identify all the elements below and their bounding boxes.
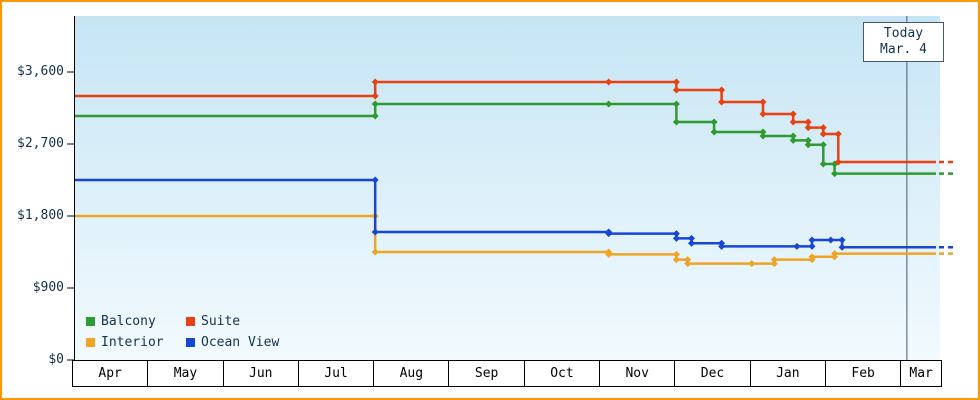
data-point-marker [808,256,816,264]
month-label-nov: Nov [600,361,676,386]
data-point-marker [672,118,680,126]
data-point-marker [605,78,613,86]
month-label-sep: Sep [449,361,525,386]
data-point-marker [834,130,842,138]
month-label-aug: Aug [374,361,450,386]
data-point-marker [808,236,816,244]
data-point-marker [748,260,756,268]
legend-label: Interior [101,335,164,350]
data-point-marker [710,118,718,126]
legend-label: Ocean View [201,335,280,350]
data-point-marker [789,110,797,118]
legend-item-interior: Interior [86,332,186,353]
data-point-marker [759,98,767,106]
data-point-marker [688,239,695,247]
data-point-marker [605,228,613,236]
data-point-marker [834,158,842,166]
legend-label: Balcony [101,314,156,329]
data-point-marker [684,256,692,264]
month-label-apr: Apr [73,361,149,386]
legend-item-suite: Suite [186,311,279,332]
data-point-marker [819,141,827,149]
data-point-marker [819,124,827,132]
legend-swatch-interior [86,338,95,347]
month-label-feb: Feb [826,361,902,386]
month-axis: Apr May Jun Jul Aug Sep Oct Nov Dec Jan Feb Mar [72,360,942,387]
legend-swatch-ocean-view [186,338,195,347]
data-point-marker [804,118,812,126]
legend-item-ocean-view: Ocean View [186,332,279,353]
data-point-marker [672,256,680,264]
legend-label: Suite [201,314,241,329]
data-point-marker [672,100,680,108]
legend-swatch-balcony [86,317,95,326]
data-point-marker [770,256,778,264]
data-point-marker [371,100,379,108]
data-point-marker [804,141,812,149]
today-label: Today [883,26,924,41]
data-point-marker [827,236,835,244]
data-point-marker [718,98,726,106]
data-point-marker [789,118,797,126]
today-date: Mar. 4 [880,42,927,57]
data-point-marker [672,234,680,242]
data-point-marker [838,243,846,251]
plot-area [74,16,940,360]
month-label-jul: Jul [299,361,375,386]
data-point-marker [759,132,767,140]
legend-swatch-suite [186,317,195,326]
data-point-marker [605,100,613,108]
month-label-may: May [148,361,224,386]
data-point-marker [684,260,692,268]
data-point-marker [672,78,680,86]
data-point-marker [770,260,778,268]
today-box: Today Mar. 4 [863,22,944,62]
month-label-oct: Oct [525,361,601,386]
legend-item-balcony: Balcony [86,311,186,332]
data-point-marker [819,160,827,168]
data-point-marker [831,253,839,261]
month-label-jun: Jun [224,361,299,386]
data-point-marker [759,110,767,118]
month-label-jan: Jan [751,361,826,386]
month-label-dec: Dec [675,361,751,386]
data-point-marker [371,228,379,236]
data-point-marker [672,86,680,94]
data-point-marker [371,248,379,256]
data-point-marker [371,78,379,86]
data-point-marker [688,234,695,242]
data-point-marker [371,112,379,120]
data-point-marker [838,236,846,244]
data-point-marker [789,136,797,144]
data-point-marker [710,128,718,136]
data-point-marker [371,92,379,100]
data-point-marker [819,130,827,138]
month-label-mar: Mar [909,366,933,381]
data-point-marker [718,86,726,94]
data-point-marker [718,239,726,247]
legend: Balcony Suite Interior Ocean View [86,311,279,353]
data-point-marker [831,170,839,178]
data-point-marker [808,242,816,250]
data-point-marker [804,136,812,144]
data-point-marker [759,128,767,136]
data-point-marker [789,132,797,140]
data-point-marker [793,242,801,250]
data-point-marker [672,230,680,238]
data-point-marker [804,124,812,132]
data-point-marker [371,176,379,184]
data-point-marker [605,248,613,256]
data-point-marker [672,250,680,258]
